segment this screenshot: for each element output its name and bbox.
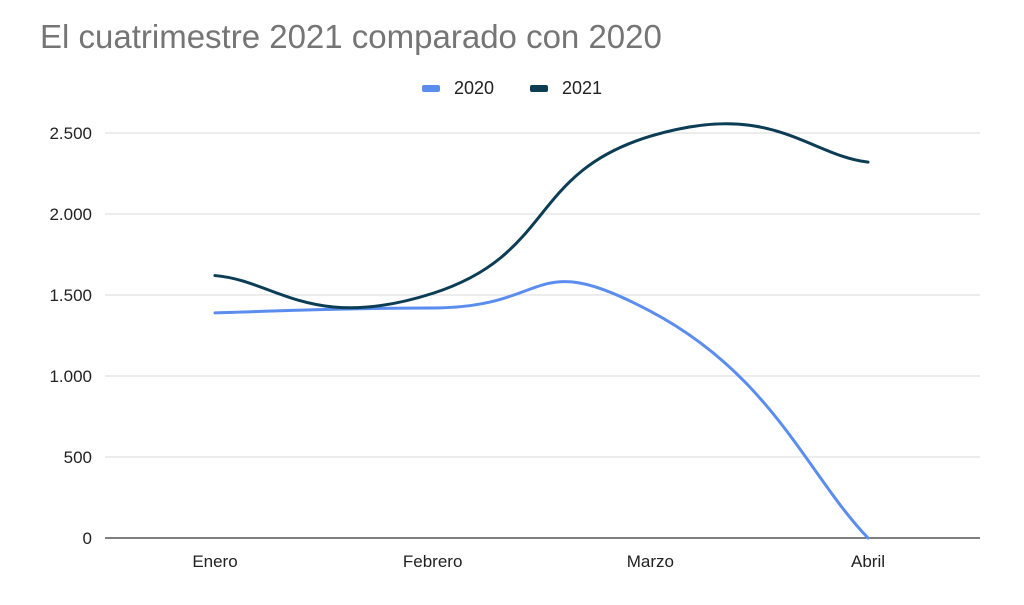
- series-line-2021: [213, 122, 870, 310]
- x-tick-label: Febrero: [403, 552, 463, 571]
- y-tick-label: 2.000: [49, 205, 92, 224]
- legend-label-2020: 2020: [453, 78, 494, 98]
- legend-label-2021: 2021: [562, 78, 603, 98]
- legend-swatch-2021: [530, 85, 548, 92]
- legend-item-2020: 2020: [421, 78, 494, 99]
- legend-swatch-2020: [421, 85, 440, 92]
- y-tick-label: 0: [83, 529, 92, 548]
- y-tick-label: 1.000: [49, 367, 92, 386]
- x-tick-label: Enero: [192, 552, 237, 571]
- x-tick-label: Marzo: [627, 552, 674, 571]
- y-tick-label: 2.500: [49, 124, 92, 143]
- series-line-2020: [213, 280, 870, 540]
- legend: 2020 2021: [0, 78, 1024, 99]
- y-tick-label: 1.500: [49, 286, 92, 305]
- chart-title: El cuatrimestre 2021 comparado con 2020: [40, 18, 662, 55]
- y-tick-label: 500: [64, 448, 92, 467]
- legend-item-2021: 2021: [530, 78, 602, 99]
- x-tick-label: Abril: [851, 552, 885, 571]
